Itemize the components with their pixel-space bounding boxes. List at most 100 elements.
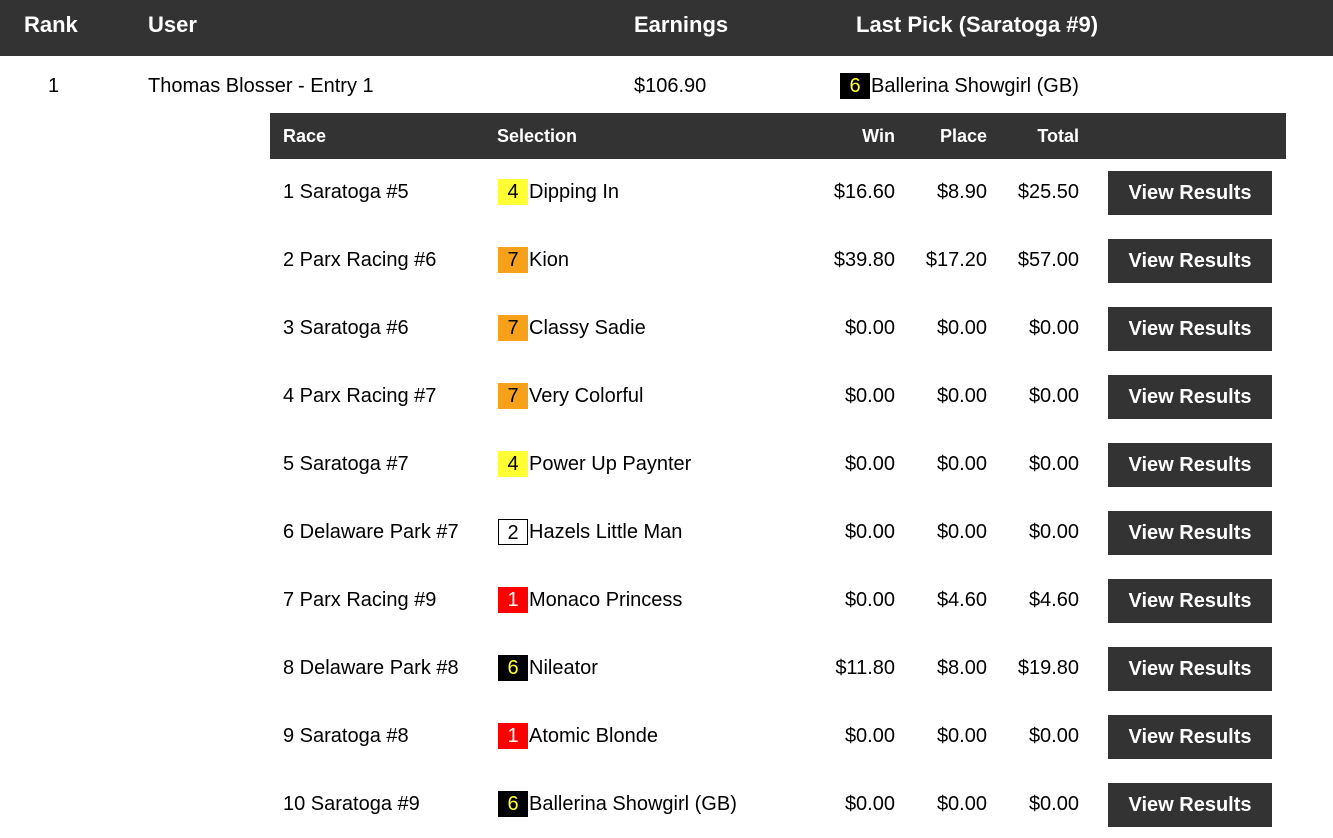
pick-place: $0.00 [936,521,987,543]
pick-race: 10 Saratoga #9 [283,793,420,815]
saddle-cloth-badge: 4 [498,451,528,477]
pick-row: 10 Saratoga #9 6 Ballerina Showgirl (GB)… [270,771,1286,838]
view-results-button[interactable]: View Results [1108,239,1272,283]
saddle-cloth-badge: 6 [498,655,528,681]
pick-place: $0.00 [936,317,987,339]
pick-horse-name: Monaco Princess [529,588,683,611]
pick-horse-name: Very Colorful [529,384,644,407]
pick-row: 7 Parx Racing #9 1 Monaco Princess $0.00… [270,567,1286,635]
pick-win: $0.00 [844,385,895,407]
pick-selection: 4 Dipping In [498,179,619,205]
pick-race: 9 Saratoga #8 [283,725,409,747]
pick-total: $0.00 [1028,793,1079,815]
pick-horse-name: Kion [529,248,570,271]
pick-place: $8.00 [936,657,987,679]
view-results-button[interactable]: View Results [1108,579,1272,623]
pick-win: $0.00 [844,725,895,747]
pick-horse-name: Ballerina Showgirl (GB) [529,792,737,815]
race-column-header: Race [283,126,327,146]
pick-race: 6 Delaware Park #7 [283,521,459,543]
saddle-cloth-badge: 1 [498,723,528,749]
saddle-cloth-badge: 1 [498,587,528,613]
pick-race: 2 Parx Racing #6 [283,249,437,271]
view-results-button[interactable]: View Results [1108,511,1272,555]
saddle-cloth-badge: 4 [498,179,528,205]
pick-race: 7 Parx Racing #9 [283,589,437,611]
pick-row: 9 Saratoga #8 1 Atomic Blonde $0.00 $0.0… [270,703,1286,771]
earnings-column-header: Earnings [634,12,729,37]
rank-column-header: Rank [24,12,78,37]
saddle-cloth-badge: 6 [840,73,870,99]
pick-horse-name: Dipping In [529,180,620,203]
pick-row: 3 Saratoga #6 7 Classy Sadie $0.00 $0.00… [270,295,1286,363]
pick-selection: 4 Power Up Paynter [498,451,691,477]
win-column-header: Win [862,126,895,146]
pick-race: 4 Parx Racing #7 [283,385,437,407]
pick-place: $0.00 [936,385,987,407]
view-results-button[interactable]: View Results [1108,307,1272,351]
pick-race: 5 Saratoga #7 [283,453,409,475]
pick-win: $11.80 [835,657,895,679]
pick-total: $57.00 [1017,249,1079,271]
pick-selection: 2 Hazels Little Man [498,519,682,545]
last-pick-column-header: Last Pick (Saratoga #9) [856,12,1099,37]
saddle-cloth-badge: 2 [498,519,528,545]
pick-row: 5 Saratoga #7 4 Power Up Paynter $0.00 $… [270,431,1286,499]
picks-table-header: Race Selection Win Place Total [270,113,1286,159]
pick-total: $19.80 [1017,657,1079,679]
pick-row: 8 Delaware Park #8 6 Nileator $11.80 $8.… [270,635,1286,703]
pick-selection: 1 Monaco Princess [498,587,682,613]
pick-horse-name: Nileator [529,656,598,679]
place-column-header: Place [939,126,987,146]
pick-win: $0.00 [844,589,895,611]
entry-last-pick: 6 Ballerina Showgirl (GB) [840,73,1079,99]
pick-selection: 7 Kion [498,247,569,273]
pick-race: 8 Delaware Park #8 [283,657,459,679]
view-results-button[interactable]: View Results [1108,783,1272,827]
entry-earnings: $106.90 [634,75,707,97]
pick-row: 4 Parx Racing #7 7 Very Colorful $0.00 $… [270,363,1286,431]
picks-table: Race Selection Win Place Total 1 Saratog… [270,113,1286,838]
pick-race: 1 Saratoga #5 [283,181,409,203]
pick-total: $4.60 [1028,589,1079,611]
view-results-button[interactable]: View Results [1108,715,1272,759]
pick-horse-name: Classy Sadie [529,316,646,339]
pick-total: $25.50 [1017,181,1079,203]
selection-column-header: Selection [497,126,578,146]
saddle-cloth-badge: 6 [498,791,528,817]
pick-horse-name: Atomic Blonde [529,724,658,747]
pick-race: 3 Saratoga #6 [283,317,409,339]
view-results-button[interactable]: View Results [1108,375,1272,419]
pick-selection: 7 Very Colorful [498,383,644,409]
last-pick-horse-name: Ballerina Showgirl (GB) [871,74,1079,97]
leaderboard-header: Rank User Earnings Last Pick (Saratoga #… [0,0,1333,56]
view-results-button[interactable]: View Results [1108,647,1272,691]
entry-user-name: Thomas Blosser - Entry 1 [148,75,374,97]
pick-selection: 6 Ballerina Showgirl (GB) [498,791,737,817]
saddle-cloth-badge: 7 [498,383,528,409]
pick-horse-name: Hazels Little Man [529,520,683,543]
saddle-cloth-badge: 7 [498,315,528,341]
pick-selection: 1 Atomic Blonde [498,723,658,749]
pick-horse-name: Power Up Paynter [529,452,692,475]
pick-place: $17.20 [925,249,987,271]
pick-total: $0.00 [1028,317,1079,339]
entry-row[interactable]: 1 Thomas Blosser - Entry 1 $106.90 6 Bal… [0,58,1333,112]
entry-rank: 1 [48,75,60,97]
pick-row: 1 Saratoga #5 4 Dipping In $16.60 $8.90 … [270,159,1286,227]
pick-place: $0.00 [936,725,987,747]
pick-place: $8.90 [936,181,987,203]
pick-place: $0.00 [936,793,987,815]
pick-win: $16.60 [833,181,895,203]
pick-place: $0.00 [936,453,987,475]
view-results-button[interactable]: View Results [1108,443,1272,487]
pick-row: 2 Parx Racing #6 7 Kion $39.80 $17.20 $5… [270,227,1286,295]
pick-win: $0.00 [844,521,895,543]
pick-row: 6 Delaware Park #7 2 Hazels Little Man $… [270,499,1286,567]
pick-win: $0.00 [844,453,895,475]
pick-total: $0.00 [1028,385,1079,407]
pick-total: $0.00 [1028,453,1079,475]
view-results-button[interactable]: View Results [1108,171,1272,215]
pick-total: $0.00 [1028,521,1079,543]
